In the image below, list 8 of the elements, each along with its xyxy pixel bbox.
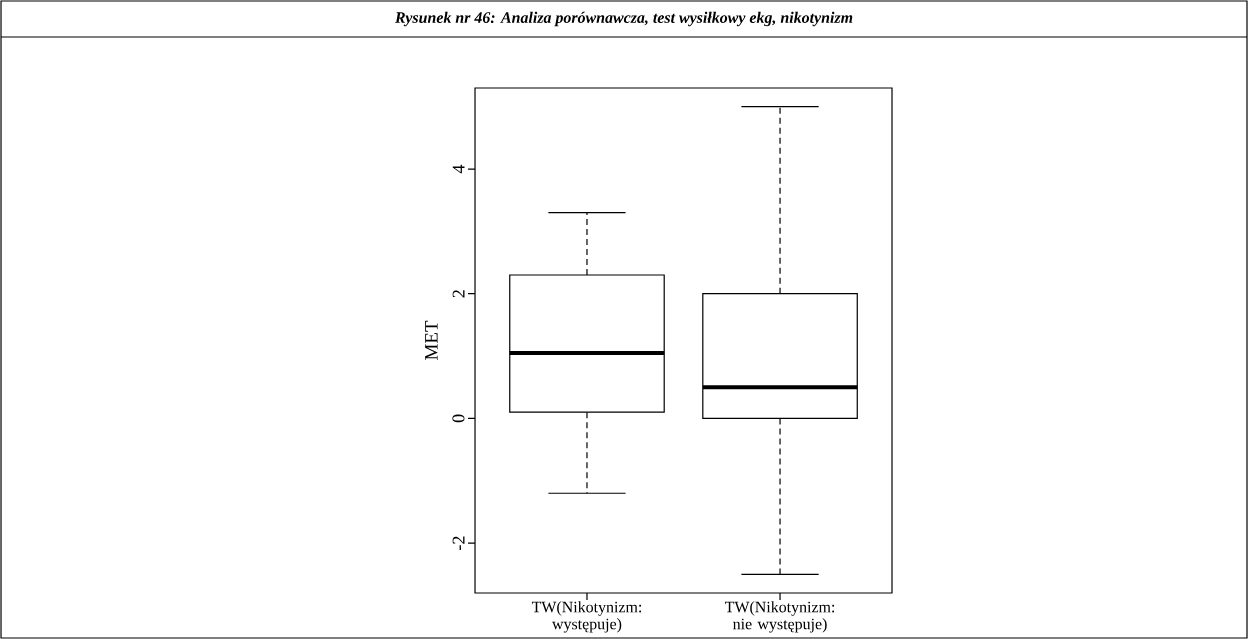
- y-tick-label: 2: [452, 290, 465, 298]
- y-axis-title: MET: [425, 320, 438, 360]
- y-tick-label: 4: [452, 164, 465, 174]
- x-tick-label: TW(Nikotynizm: występuje): [531, 601, 642, 633]
- x-tick-label: TW(Nikotynizm: nie występuje): [724, 601, 835, 633]
- y-tick-label: 0: [452, 414, 465, 423]
- y-tick-label: -2: [452, 536, 465, 550]
- chart-title: Rysunek nr 46: Analiza porównawcza, test wysiłkowy ekg, nikotynizm: [394, 11, 853, 27]
